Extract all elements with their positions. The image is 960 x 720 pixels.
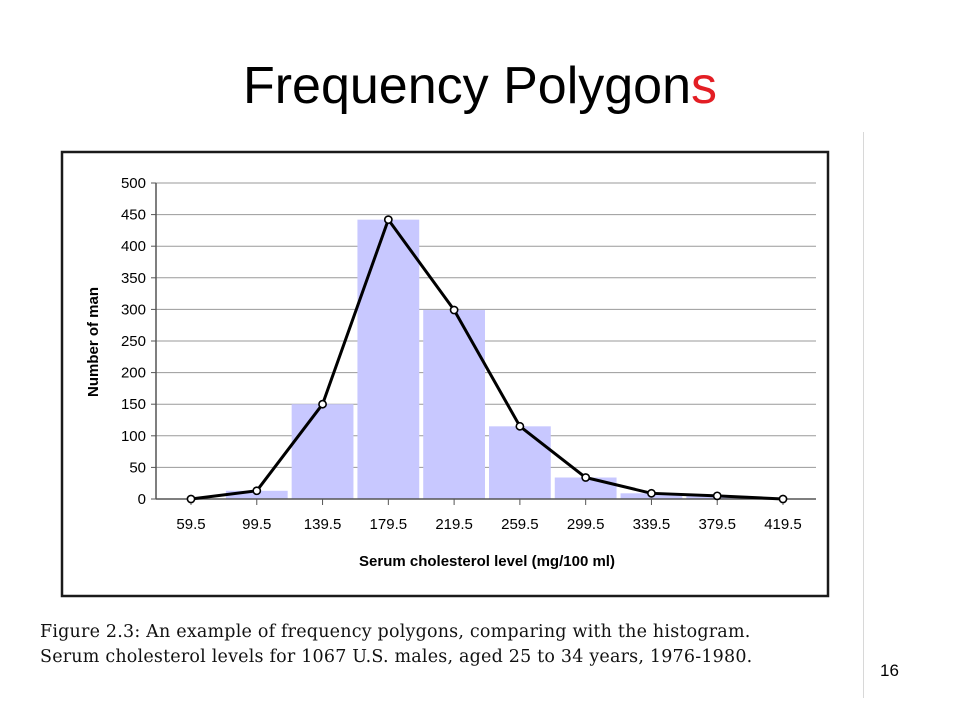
page-number: 16 [880, 661, 899, 680]
histogram-bar [423, 310, 485, 499]
x-tick-label: 419.5 [764, 516, 802, 533]
caption-line-1: Figure 2.3: An example of frequency poly… [40, 622, 751, 642]
x-tick-labels: 59.5 99.5 139.5 179.5 219.5 259.5 299.5 339.5 37… [176, 516, 801, 533]
x-tick-label: 259.5 [501, 516, 539, 533]
y-tick-label: 50 [129, 459, 146, 476]
polygon-point [581, 473, 591, 482]
x-axis-label: Serum cholesterol level (mg/100 ml) [359, 553, 615, 570]
x-tick-label: 99.5 [242, 516, 271, 533]
polygon-point [449, 305, 459, 315]
histogram-bar [489, 426, 551, 499]
y-axis-label: Number of man [85, 287, 102, 397]
figure-caption: Figure 2.3: An example of frequency poly… [40, 620, 870, 670]
y-tick-label: 150 [121, 396, 146, 413]
polygon-point [778, 494, 788, 504]
y-tick-label: 100 [121, 428, 146, 445]
caption-line-2: Serum cholesterol levels for 1067 U.S. m… [40, 647, 753, 667]
polygon-point [252, 486, 262, 496]
polygon-point [515, 421, 525, 431]
polygon-point [647, 488, 656, 498]
x-tick-label: 339.5 [633, 516, 671, 533]
figure-panel: 0 50 100 150 200 250 300 350 400 450 500 59.5 99.5 1… [32, 132, 864, 698]
slide-title-accent: s [691, 57, 718, 115]
y-tick-label: 450 [121, 207, 146, 224]
histogram-bar [357, 219, 420, 499]
polygon-line [190, 218, 784, 501]
x-tick-label: 379.5 [698, 516, 736, 533]
y-tick-label: 350 [121, 270, 146, 287]
histogram-bar [291, 404, 354, 499]
polygon-points [186, 215, 788, 504]
chart-axes [151, 182, 816, 505]
y-tick-label: 500 [121, 175, 146, 192]
histogram-bar [554, 477, 617, 499]
slide-title-main: Frequency Polygon [242, 57, 692, 115]
slide-title: Frequency Polygons [0, 56, 960, 116]
chart-gridlines [156, 182, 816, 468]
polygon-point [712, 491, 722, 501]
polygon-point [383, 215, 393, 225]
x-tick-label: 59.5 [176, 516, 205, 533]
polygon-line-group [190, 218, 784, 501]
x-tick-label: 299.5 [567, 516, 605, 533]
polygon-point [318, 399, 327, 409]
y-tick-label: 200 [121, 365, 146, 382]
x-tick-label: 179.5 [370, 516, 408, 533]
y-tick-label: 400 [121, 238, 146, 255]
y-tick-labels: 0 50 100 150 200 250 300 350 400 450 500 [121, 175, 146, 508]
y-tick-label: 0 [138, 491, 146, 508]
polygon-point [186, 494, 196, 504]
y-tick-label: 250 [121, 333, 146, 350]
y-tick-label: 300 [121, 301, 146, 318]
frequency-polygon-chart: 0 50 100 150 200 250 300 350 400 450 500 59.5 99.5 1… [60, 150, 830, 598]
x-tick-label: 139.5 [304, 516, 342, 533]
histogram-bars [225, 219, 749, 499]
x-tick-label: 219.5 [435, 516, 473, 533]
